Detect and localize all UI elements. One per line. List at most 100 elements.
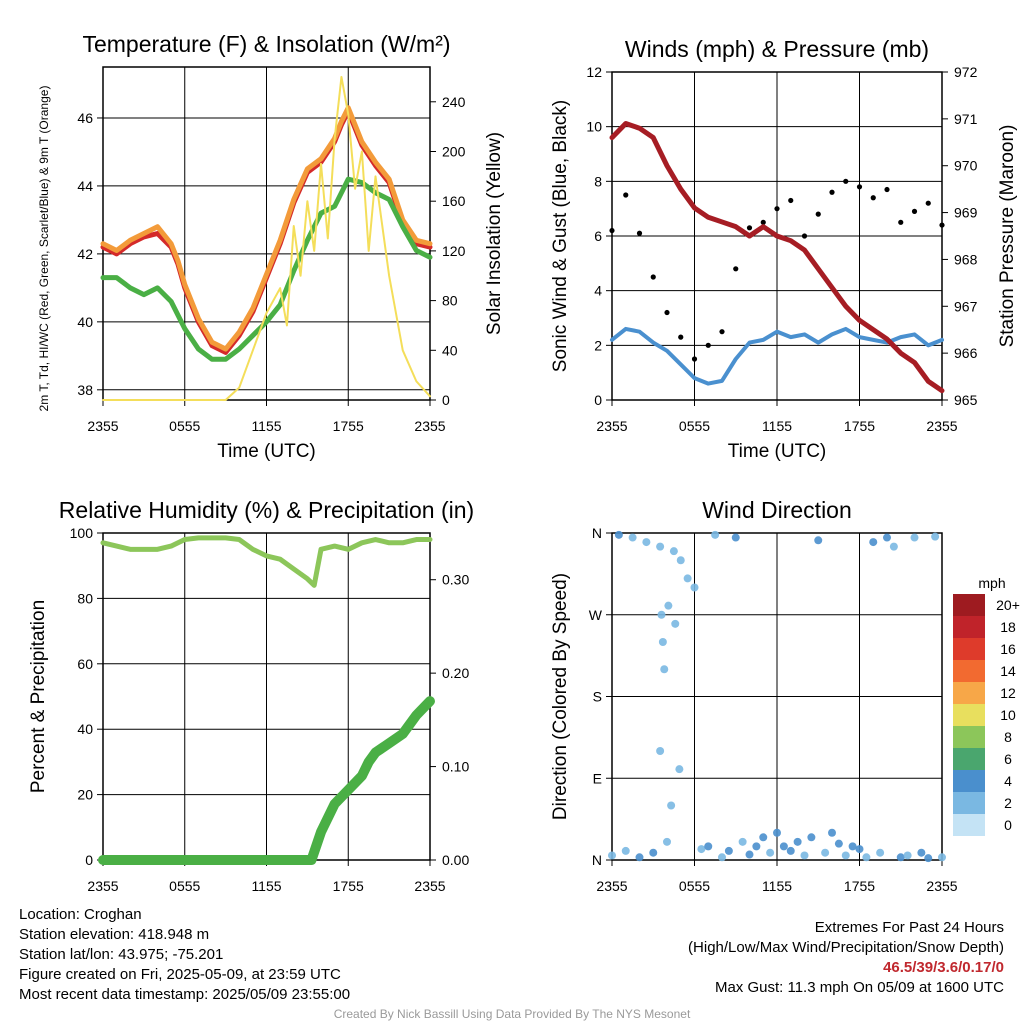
wind-ytick-label: 0 bbox=[594, 392, 602, 408]
direction-point bbox=[697, 845, 706, 854]
rh-ytick-right-label: 0.20 bbox=[442, 665, 469, 681]
direction-point bbox=[855, 845, 864, 854]
direction-point bbox=[807, 833, 816, 842]
dir-ytick-label: S bbox=[593, 689, 602, 705]
legend-label: 16 bbox=[1000, 641, 1016, 657]
legend-label: 14 bbox=[1000, 663, 1016, 679]
credit-text: Created By Nick Bassill Using Data Provi… bbox=[333, 1007, 691, 1021]
rh-xtick-label: 1155 bbox=[251, 878, 281, 894]
legend-label: 10 bbox=[1000, 707, 1016, 723]
direction-point bbox=[649, 848, 658, 857]
extremes-heading: Extremes For Past 24 Hours bbox=[814, 919, 1004, 936]
direction-point bbox=[779, 842, 788, 851]
temp-ytick-right-label: 160 bbox=[442, 193, 466, 209]
wind-ylabel: Sonic Wind & Gust (Blue, Black) bbox=[550, 100, 571, 372]
direction-point bbox=[759, 833, 768, 842]
temp-xtick-label: 0555 bbox=[169, 418, 200, 434]
temp-ytick-right-label: 120 bbox=[442, 243, 466, 259]
direction-point bbox=[800, 851, 809, 860]
rh-ytick-label: 0 bbox=[85, 852, 93, 868]
gust-point bbox=[911, 208, 918, 214]
dir-ytick-label: N bbox=[592, 852, 602, 868]
direction-point bbox=[883, 533, 891, 542]
legend-swatch bbox=[953, 748, 985, 770]
direction-point bbox=[869, 538, 878, 547]
extremes-info: Extremes For Past 24 Hours (High/Low/Max… bbox=[688, 918, 1004, 998]
legend-label: 0 bbox=[1004, 817, 1012, 833]
dir-ytick-label: E bbox=[593, 770, 602, 786]
max-gust-text: Max Gust: 11.3 mph On 05/09 at 1600 UTC bbox=[714, 979, 1004, 996]
wind-xtick-label: 2355 bbox=[926, 418, 957, 434]
direction-point bbox=[745, 850, 754, 859]
wind-ytick-right-label: 967 bbox=[954, 298, 978, 314]
legend-label: 20+ bbox=[996, 597, 1020, 613]
wind-ytick-right-label: 970 bbox=[954, 158, 978, 174]
temp-ytick-right-label: 40 bbox=[442, 342, 458, 358]
direction-point bbox=[752, 842, 761, 851]
temp-xtick-label: 2355 bbox=[87, 418, 118, 434]
wind-ytick-label: 4 bbox=[594, 283, 602, 299]
direction-point bbox=[724, 846, 733, 855]
rh-xtick-label: 2355 bbox=[87, 878, 118, 894]
temp-ytick-right-label: 0 bbox=[442, 392, 450, 408]
direction-point bbox=[889, 542, 898, 551]
wind-ytick-right-label: 965 bbox=[954, 392, 978, 408]
rh-ytick-label: 60 bbox=[77, 656, 93, 672]
legend-label: 6 bbox=[1004, 751, 1012, 767]
direction-point bbox=[683, 574, 692, 583]
dir-panel: 2355 0555 1155 1755 2355 Wind Direction N E S W N D… bbox=[550, 497, 1020, 894]
dir-xtick-label: 2355 bbox=[596, 878, 627, 894]
wind-ytick-label: 10 bbox=[586, 119, 602, 135]
gust-point bbox=[636, 230, 643, 236]
rh-xtick-label: 0555 bbox=[169, 878, 200, 894]
direction-point bbox=[669, 547, 678, 556]
direction-point bbox=[718, 853, 726, 862]
gust-point bbox=[678, 334, 684, 340]
dir-xtick-label: 2355 bbox=[926, 878, 957, 894]
temp-ytick-label: 38 bbox=[77, 382, 93, 398]
direction-point bbox=[773, 828, 781, 837]
rh-ytick-label: 100 bbox=[70, 525, 94, 541]
gust-point bbox=[719, 329, 725, 335]
legend-label: 4 bbox=[1004, 773, 1012, 789]
gust-point bbox=[815, 211, 821, 217]
rh-panel: 2355 0555 1155 1755 2355 Relative Humidity (%… bbox=[28, 497, 474, 894]
legend-label: 12 bbox=[1000, 685, 1016, 701]
direction-point bbox=[848, 842, 857, 851]
gust-point bbox=[801, 233, 808, 239]
gust-point bbox=[856, 184, 863, 190]
direction-point bbox=[657, 610, 666, 619]
gust-point bbox=[843, 178, 849, 184]
latlon-text: Station lat/lon: 43.975; -75.201 bbox=[19, 946, 224, 963]
wind-xtick-label: 0555 bbox=[679, 418, 710, 434]
temp-ytick-right-label: 240 bbox=[442, 94, 466, 110]
gust-point bbox=[870, 195, 876, 201]
direction-point bbox=[711, 530, 720, 539]
wind-panel: 2355 0555 1155 1755 2355 Winds (mph) & Pressu… bbox=[550, 36, 1018, 462]
direction-point bbox=[663, 837, 671, 846]
direction-point bbox=[608, 851, 616, 860]
temp-ylabel-right: Solar Insolation (Yellow) bbox=[484, 132, 505, 335]
gust-point bbox=[691, 356, 698, 362]
gust-point bbox=[829, 189, 835, 195]
gust-point bbox=[925, 200, 931, 206]
gust-point bbox=[733, 266, 739, 272]
wind-ytick-label: 8 bbox=[594, 173, 602, 189]
dir-ytick-label: W bbox=[589, 607, 603, 623]
series-9m-t bbox=[100, 105, 433, 352]
wind-ytick-right-label: 966 bbox=[954, 345, 978, 361]
series-pressure bbox=[609, 121, 945, 394]
wind-xlabel: Time (UTC) bbox=[728, 441, 827, 462]
temp-ytick-label: 42 bbox=[77, 246, 93, 262]
direction-point bbox=[814, 536, 823, 545]
series-td bbox=[100, 176, 433, 362]
dir-xtick-label: 0555 bbox=[679, 878, 710, 894]
direction-point bbox=[766, 848, 775, 857]
gust-point bbox=[939, 222, 945, 228]
direction-point bbox=[656, 542, 665, 551]
direction-point bbox=[896, 853, 905, 862]
extremes-subheading: (High/Low/Max Wind/Precipitation/Snow De… bbox=[688, 939, 1004, 956]
temp-ytick-label: 40 bbox=[77, 314, 93, 330]
rh-ytick-right-label: 0.30 bbox=[442, 572, 469, 588]
gust-point bbox=[788, 197, 794, 204]
